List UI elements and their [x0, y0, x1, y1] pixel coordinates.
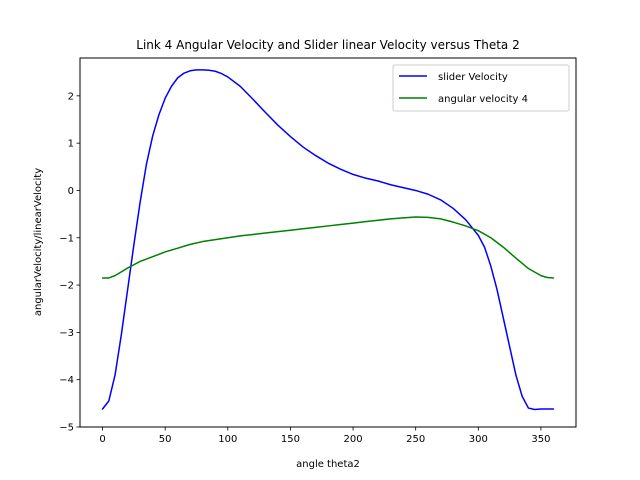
plot-frame	[79, 57, 577, 428]
y-tick-label: −1	[59, 233, 74, 244]
x-tick-label: 300	[469, 434, 488, 445]
x-tick-label: 250	[406, 434, 425, 445]
x-axis-label: angle theta2	[296, 459, 360, 470]
legend: slider Velocity angular velocity 4	[392, 64, 570, 112]
y-tick-label: 2	[68, 91, 74, 102]
y-tick-label: −2	[59, 281, 74, 292]
chart-title: Link 4 Angular Velocity and Slider linea…	[136, 38, 519, 52]
y-tick-label: −4	[59, 375, 74, 386]
y-tick-label: −5	[59, 423, 74, 434]
x-axis-ticks: 0 50 100 150 200 250 300 350	[99, 427, 550, 445]
series-line-angular-velocity-4	[101, 216, 555, 279]
x-tick-label: 100	[218, 434, 237, 445]
x-tick-label: 150	[281, 434, 300, 445]
legend-label-angular-velocity-4: angular velocity 4	[438, 94, 528, 105]
y-tick-label: −3	[59, 328, 74, 339]
y-axis-label: angularVelocity/linearVelocity	[33, 168, 44, 316]
x-tick-label: 0	[99, 434, 105, 445]
y-tick-label: 1	[68, 139, 74, 150]
series-line-slider-velocity	[101, 69, 555, 411]
series-layer	[101, 69, 555, 411]
legend-label-slider-velocity: slider Velocity	[438, 72, 508, 83]
x-tick-label: 350	[531, 434, 550, 445]
legend-box	[392, 64, 570, 112]
y-tick-label: 0	[68, 186, 74, 197]
y-axis-ticks: −5 −4 −3 −2 −1 0 1 2	[59, 91, 80, 434]
x-tick-label: 50	[159, 434, 172, 445]
x-tick-label: 200	[344, 434, 363, 445]
